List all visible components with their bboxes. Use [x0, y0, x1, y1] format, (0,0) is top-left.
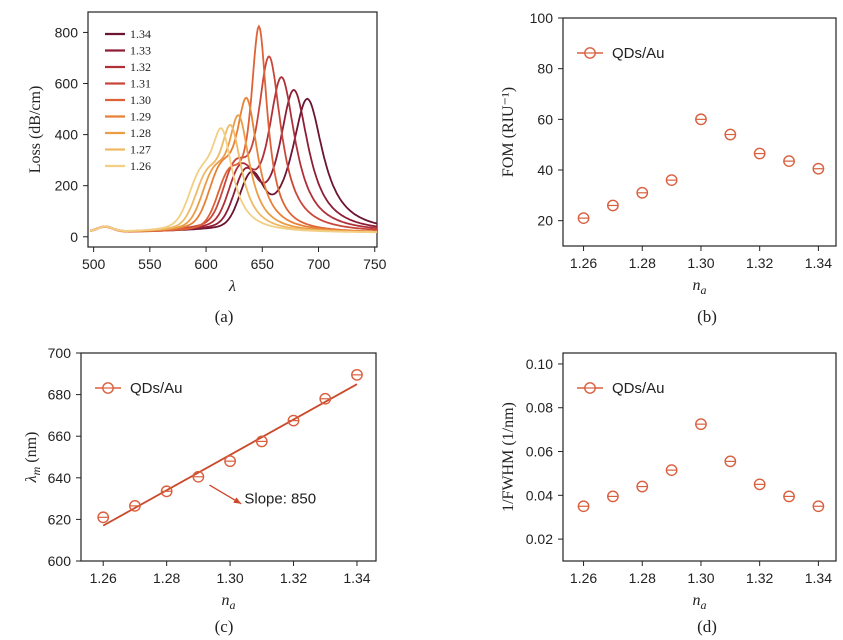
y-tick-label: 200 [55, 178, 79, 194]
x-tick-label: 1.34 [343, 570, 370, 586]
y-tick-label: 20 [537, 213, 553, 229]
plot-frame [87, 11, 378, 248]
caption-d: (d) [697, 617, 717, 636]
legend-label: 1.33 [130, 44, 151, 58]
x-tick-label: 500 [82, 256, 106, 272]
y-tick-label: 700 [48, 345, 72, 361]
y-tick-label: 100 [530, 10, 554, 26]
y-axis-label: Loss (dB/cm) [27, 86, 44, 174]
y-axis-label: FOM (RIU⁻¹) [500, 87, 517, 177]
fit-line [102, 383, 358, 527]
legend-label: 1.27 [130, 143, 151, 157]
legend-label: 1.31 [130, 77, 151, 91]
legend-label: QDs/Au [612, 45, 665, 62]
y-tick-label: 0 [70, 229, 78, 245]
x-tick-label: 1.28 [153, 570, 180, 586]
x-tick-label: 700 [307, 256, 331, 272]
x-tick-label: 1.34 [805, 255, 832, 271]
y-tick-label: 660 [48, 428, 72, 444]
x-axis-label: na [693, 277, 707, 297]
plot-frame [562, 352, 837, 562]
y-tick-label: 620 [48, 511, 72, 527]
y-tick-label: 0.10 [526, 356, 553, 372]
x-tick-label: 1.26 [570, 255, 597, 271]
x-axis-label-main: λ [228, 278, 236, 295]
y-axis-label: λm (nm) [23, 432, 43, 484]
caption-a: (a) [215, 307, 234, 326]
spectrum-line [89, 127, 377, 234]
legend-label: 1.26 [130, 159, 151, 173]
y-tick-label: 680 [48, 387, 72, 403]
y-axis-label: 1/FWHM (1/nm) [500, 402, 517, 512]
legend-label: QDs/Au [612, 380, 665, 397]
legend-label: 1.30 [130, 93, 151, 107]
x-axis-label-main: n [693, 592, 701, 609]
y-tick-label: 0.02 [526, 531, 553, 547]
y-axis-label-main: λ [23, 475, 40, 483]
panel-a: 500 550 600 650 700 750 0 200 400 600 800 1.34 1.33 1… [27, 11, 387, 326]
y-tick-label: 400 [55, 127, 79, 143]
y-tick-label: 0.08 [526, 400, 553, 416]
x-tick-label: 1.30 [216, 570, 243, 586]
x-tick-label: 1.30 [687, 570, 714, 586]
caption-b: (b) [697, 307, 717, 326]
legend-label: QDs/Au [130, 380, 183, 397]
x-axis-label: λ [228, 278, 236, 295]
x-tick-label: 1.32 [280, 570, 307, 586]
y-tick-label: 40 [537, 162, 553, 178]
y-tick-label: 0.06 [526, 444, 553, 460]
x-tick-label: 1.32 [746, 255, 773, 271]
panel-d: 1.26 1.28 1.30 1.32 1.34 0.02 0.04 0.06 0.08 0.10… [500, 352, 837, 636]
y-tick-label: 60 [537, 111, 553, 127]
y-tick-label: 80 [537, 61, 553, 77]
annotation-arrowhead [233, 497, 242, 504]
x-axis-label-sub: a [701, 598, 707, 612]
y-tick-label: 600 [55, 76, 79, 92]
annotation-text: Slope: 850 [244, 491, 316, 508]
y-tick-label: 800 [55, 24, 79, 40]
y-tick-label: 640 [48, 470, 72, 486]
panel-c: 1.26 1.28 1.30 1.32 1.34 600 620 640 660 680 700 QD… [23, 345, 377, 636]
legend-label: 1.29 [130, 110, 151, 124]
x-tick-label: 1.30 [687, 255, 714, 271]
x-tick-label: 1.34 [805, 570, 832, 586]
legend-label: 1.28 [130, 126, 151, 140]
x-tick-label: 1.28 [629, 255, 656, 271]
y-tick-label: 0.04 [526, 487, 553, 503]
plot-frame [80, 352, 377, 562]
x-axis-label-sub: a [230, 598, 236, 612]
x-axis-label: na [693, 592, 707, 612]
x-tick-label: 1.32 [746, 570, 773, 586]
legend-label: 1.34 [130, 27, 151, 41]
x-tick-label: 600 [194, 256, 218, 272]
x-tick-label: 1.26 [570, 570, 597, 586]
caption-c: (c) [215, 617, 234, 636]
panel-b: 1.26 1.28 1.30 1.32 1.34 20 40 60 80 100 QDs/Au na F… [500, 10, 837, 326]
x-tick-label: 1.26 [90, 570, 117, 586]
x-tick-label: 1.28 [629, 570, 656, 586]
x-axis-label-sub: a [701, 283, 707, 297]
legend-label: 1.32 [130, 60, 151, 74]
x-tick-label: 750 [363, 256, 387, 272]
x-axis-label: na [222, 592, 236, 612]
x-axis-label-main: n [693, 277, 701, 294]
x-tick-label: 650 [251, 256, 275, 272]
plot-frame [562, 17, 837, 247]
x-axis-label-main: n [222, 592, 230, 609]
y-axis-label-sub: m [29, 466, 43, 475]
y-tick-label: 600 [48, 553, 72, 569]
y-axis-unit: (nm) [23, 432, 40, 467]
x-tick-label: 550 [138, 256, 162, 272]
